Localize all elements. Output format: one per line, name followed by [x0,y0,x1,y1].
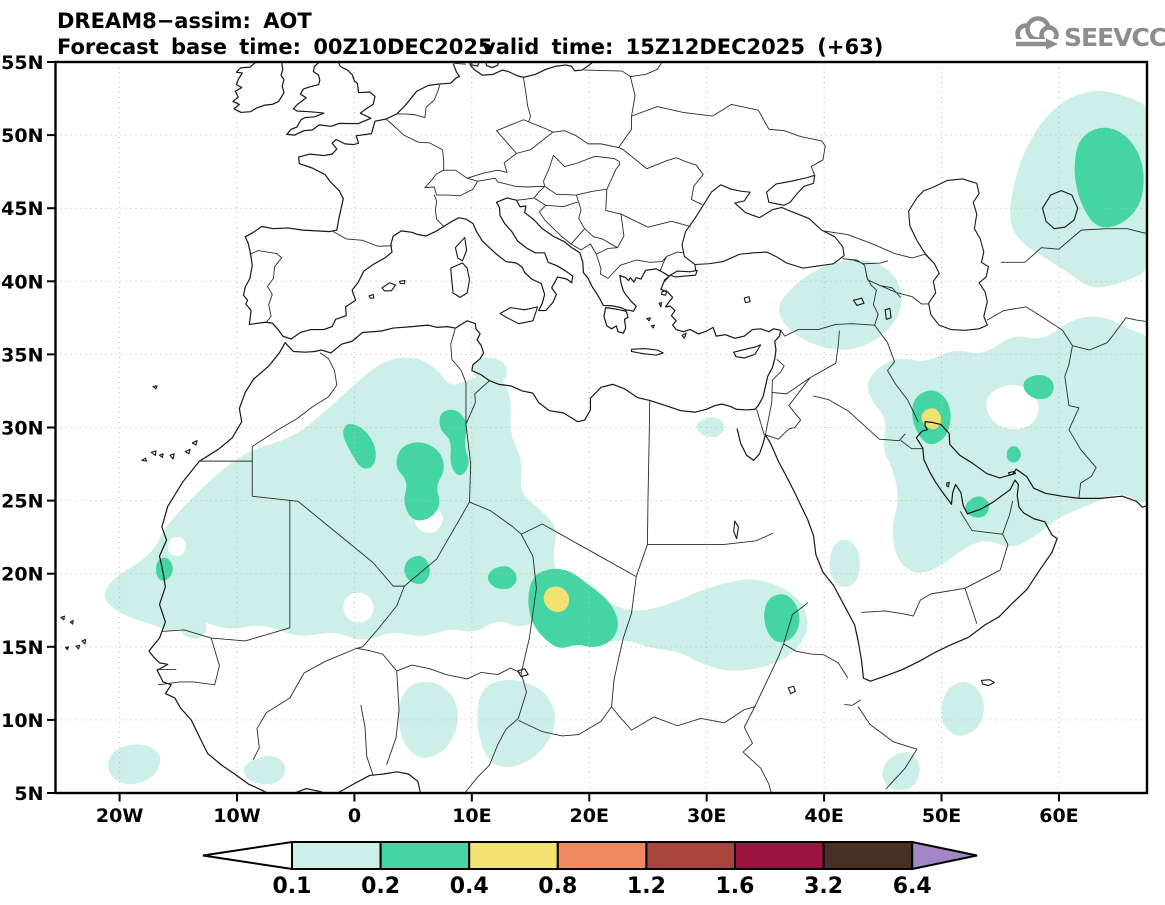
lat-tick-label: 50N [1,125,43,147]
colorbar-boundary-label: 0.2 [361,874,400,899]
aot-region-iran-ne [1023,374,1054,400]
colorbar-segment [645,841,737,870]
lat-tick-label: 40N [1,271,43,293]
colorbar-segment [291,841,382,870]
colorbar-boundary-label: 1.2 [627,874,666,899]
lon-tick-label: 20W [96,805,143,827]
colorbar-boundary-label: 6.4 [893,874,932,899]
aot-region-mali-ne [487,566,517,590]
aot-region-chad-ring [528,568,618,648]
aot-region-hole-iran [986,384,1039,429]
lon-tick-label: 10E [452,805,491,827]
map-content [55,59,1151,802]
aot-region-algeria-libya-north [439,409,469,476]
islands [61,237,1016,685]
axis-labels: 20W 10W 0 10E 20E 30E 40E 50E 60E 55N 50N 45N 40N 35N… [1,52,1078,827]
lat-tick-label: 45N [1,198,43,220]
forecast-base-time: Forecast base time: 00Z10DEC2025 [57,35,493,59]
country-borders [157,61,1150,796]
aot-region-atlantic-sw [108,744,161,785]
aot-region-nigeria-chad-south [477,679,556,768]
cloud-arrow-icon [1012,16,1062,50]
aot-region-chad-core [543,586,570,613]
seevccc-logo: SEEVCCC [1012,16,1165,52]
colorbar-boundary-label: 1.6 [716,874,755,899]
lat-tick-label: 30N [1,418,43,440]
aot-region-horn-east [941,682,984,736]
colorbar-under-arrow [202,840,293,871]
lat-tick-label: 25N [1,491,43,513]
lon-tick-label: 40E [804,805,843,827]
aot-region-niger-north [404,555,430,585]
graticule [55,62,1147,793]
axis-ticks [47,61,1060,802]
lat-tick-label: 55N [1,52,43,74]
colorbar-segment [379,841,471,870]
aot-region-kazakh-core [1074,127,1144,228]
colorbar: 0.1 0.2 0.4 0.8 1.2 1.6 3.2 6.4 [202,840,978,899]
aot-region-hoggar [396,442,444,521]
lon-tick-label: 10W [213,805,260,827]
aot-region-hole-mali [343,592,374,623]
aot-region-sudan-eritrea [764,594,800,643]
aot-region-mideast-main [867,316,1147,573]
aot-region-liberia [243,755,286,785]
aot-region-hormuz-ne [1006,446,1021,463]
logo-text: SEEVCCC [1064,23,1165,52]
basemap [61,59,1151,802]
lon-tick-label: 0 [348,805,361,827]
lon-tick-label: 50E [922,805,961,827]
colorbar-segment [468,841,559,870]
aot-region-senegal-coast [155,557,173,581]
lon-tick-label: 30E [687,805,726,827]
aot-shading [104,90,1147,791]
colorbar-boundary-label: 0.8 [538,874,577,899]
colorbar-segment [822,841,914,870]
colorbar-segment [734,841,825,870]
lat-tick-label: 15N [1,637,43,659]
aot-region-somalia-south [882,752,920,791]
valid-time: valid time: 15Z12DEC2025 (+63) [482,35,883,59]
lat-tick-label: 20N [1,564,43,586]
colorbar-boundary-label: 0.1 [273,874,312,899]
lat-tick-label: 10N [1,710,43,732]
aot-region-senegal-south [180,612,207,639]
colorbar-segment [556,841,648,870]
product-title: DREAM8−assim: AOT [57,9,312,33]
aot-region-gabes [473,357,508,386]
colorbar-boundary-label: 0.4 [450,874,489,899]
coastlines [149,59,1151,802]
aot-region-hole-mauritania-coast [168,536,186,557]
aot-region-benin-ghana [398,681,458,758]
seas-and-lakes [518,175,1078,693]
aot-region-caucasus-anatolia [779,259,902,350]
colorbar-over-arrow [911,840,978,871]
colorbar-boundary-label: 3.2 [804,874,843,899]
aot-region-redsea-se [829,539,860,588]
lat-tick-label: 35N [1,344,43,366]
aot-region-egypt-north [696,417,725,438]
aot-region-sahel-east [559,579,808,671]
lon-tick-label: 60E [1039,805,1078,827]
aot-region-algeria-west [343,423,376,469]
lat-tick-label: 5N [14,783,43,805]
lon-tick-label: 20E [570,805,609,827]
